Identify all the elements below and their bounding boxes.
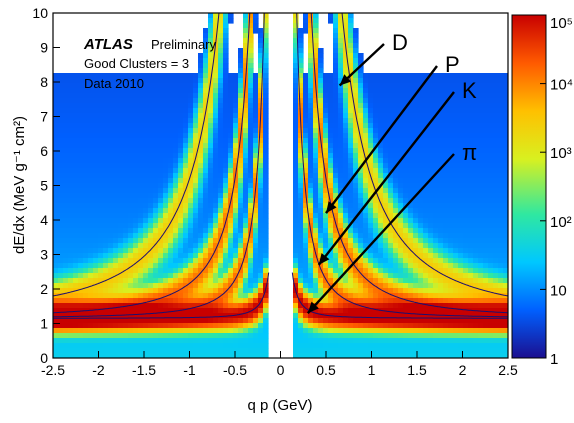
annotation-label: K — [462, 78, 477, 103]
colorbar-tick-label: 10² — [550, 214, 572, 231]
colorbar-tick-label: 10⁵ — [550, 15, 573, 32]
y-tick-label: 2 — [40, 281, 48, 297]
y-axis-label: dE/dx (MeV g⁻¹ cm²) — [11, 116, 28, 254]
colorbar-tick-label: 1 — [550, 351, 558, 368]
x-tick-label: -1.5 — [132, 362, 156, 378]
y-tick-label: 6 — [40, 143, 48, 159]
annotation-label: P — [445, 52, 460, 77]
y-tick-label: 1 — [40, 316, 48, 332]
y-tick-label: 3 — [40, 247, 48, 263]
x-tick-label: -1 — [183, 362, 196, 378]
legend-line-clusters: Good Clusters = 3 — [84, 56, 189, 71]
x-tick-label: 1.5 — [407, 362, 427, 378]
y-tick-label: 0 — [40, 350, 48, 366]
y-tick-label: 5 — [40, 178, 48, 194]
x-tick-label: 0.5 — [316, 362, 336, 378]
colorbar — [512, 15, 546, 358]
y-tick-label: 8 — [40, 74, 48, 90]
y-tick-label: 9 — [40, 40, 48, 56]
x-axis-label: q p (GeV) — [247, 397, 312, 414]
colorbar-tick-label: 10³ — [550, 145, 572, 162]
y-tick-label: 10 — [32, 5, 48, 21]
x-tick-label: -2 — [92, 362, 105, 378]
x-tick-label: 2 — [459, 362, 467, 378]
y-tick-label: 4 — [40, 212, 48, 228]
legend-status: Preliminary — [151, 37, 217, 52]
legend-brand: ATLAS — [83, 36, 133, 53]
x-tick-label: 1 — [368, 362, 376, 378]
annotation-label: π — [462, 140, 477, 165]
x-tick-label: 2.5 — [498, 362, 518, 378]
y-tick-label: 7 — [40, 109, 48, 125]
x-tick-label: -0.5 — [223, 362, 247, 378]
annotation-label: D — [392, 30, 408, 55]
colorbar-tick-label: 10⁴ — [550, 77, 573, 94]
x-tick-label: 0 — [277, 362, 285, 378]
legend-line-data: Data 2010 — [84, 76, 144, 91]
colorbar-tick-label: 10 — [550, 282, 567, 299]
